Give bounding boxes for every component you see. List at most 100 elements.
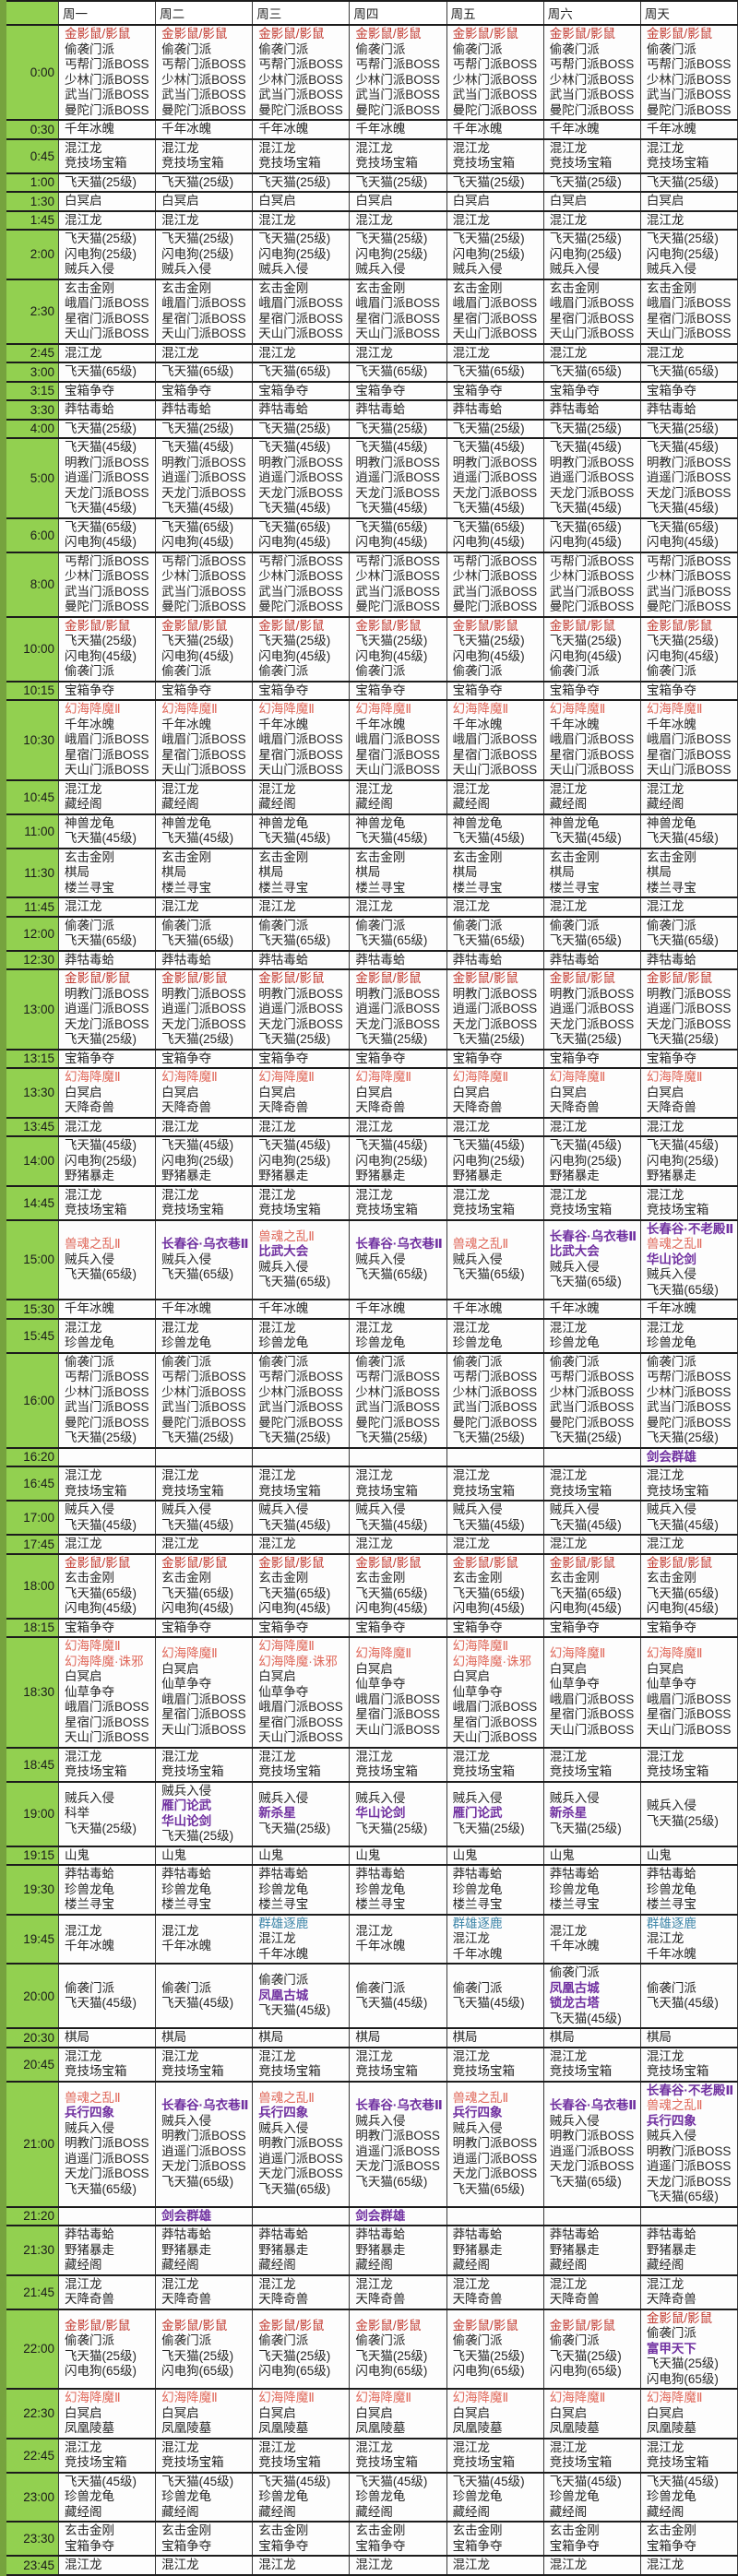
schedule-cell: 混江龙 [446,1117,544,1137]
event-label: 竞技场宝箱 [258,2455,321,2469]
event-label: 天龙门派BOSS [355,2159,440,2173]
event-label: 贼兵入侵 [452,262,503,276]
event-label: 闪电狗(45级) [258,648,331,663]
event-label: 贼兵入侵 [65,1502,114,1516]
schedule-row: 3:15 宝箱争夺 宝箱争夺 宝箱争夺 宝箱争夺 宝箱争夺 宝箱争夺 宝箱争夺 [3,381,738,401]
schedule-cell: 千年冰魄 [58,120,157,140]
event-label: 偷袭门派 [452,42,503,56]
event-label: 竞技场宝箱 [65,1203,127,1217]
event-label: 天山门派BOSS [65,763,149,777]
event-label: 楼兰寻宝 [549,1897,600,1911]
event-label: 闪电狗(25级) [258,1153,331,1168]
schedule-cell: 金影鼠/影鼠 明教门派BOSS 逍遥门派BOSS 天龙门派BOSS 飞天猫(25级) [58,969,157,1051]
schedule-cell: 混江龙 藏经阁 [155,779,254,815]
event-label: 珍兽龙龟 [646,2489,696,2503]
event-label: 野猪暴走 [452,1169,503,1182]
event-label: 闪电狗(65级) [549,2364,622,2379]
event-label: 闪电狗(25级) [355,246,428,261]
event-label: 楼兰寻宝 [355,880,406,895]
event-label: 混江龙 [549,2558,588,2571]
event-label: 天降奇兽 [355,2292,406,2306]
schedule-cell: 宝箱争夺 [58,1618,157,1638]
schedule-cell: 幻海降魔Ⅱ 千年冰魄 峨眉门派BOSS 星宿门派BOSS 天山门派BOSS [58,700,157,781]
event-label: 闪电狗(45级) [452,1601,525,1615]
event-label: 混江龙 [452,1537,491,1550]
event-label: 飞天猫(45级) [65,501,137,515]
time-label: 23:30 [3,2522,59,2557]
event-label: 明教门派BOSS [258,455,343,469]
event-label: 少林门派BOSS [549,569,635,583]
event-label: 武当门派BOSS [355,88,440,101]
event-label: 玄击金刚 [161,849,212,864]
event-label: 兵行四象 [258,2106,309,2120]
event-label: 偷袭门派 [646,1980,696,1995]
schedule-cell: 丐帮门派BOSS 少林门派BOSS 武当门派BOSS 曼陀门派BOSS [252,552,351,618]
event-label: 莽牯毒蛤 [646,402,696,416]
event-label: 贼兵入侵 [355,2113,406,2128]
time-label: 19:30 [3,1865,59,1916]
schedule-cell: 宝箱争夺 [349,681,447,701]
event-label: 凤凰古城 [258,1988,309,2002]
event-label: 明教门派BOSS [646,2143,732,2158]
event-label: 凤凰陵墓 [646,2421,696,2435]
schedule-cell: 混江龙 [58,1535,157,1555]
schedule-cell: 幻海降魔Ⅱ 白冥启 天降奇兽 [446,1068,544,1119]
event-label: 曼陀门派BOSS [549,102,635,117]
time-label: 16:00 [3,1352,59,1449]
event-label: 飞天猫(25级) [258,231,331,245]
event-label: 飞天猫(65级) [549,364,622,378]
event-label: 混江龙 [258,1931,296,1945]
schedule-cell: 混江龙 [349,343,447,363]
schedule-cell: 千年冰魄 [252,120,351,140]
event-label: 剑会群雄 [646,1449,696,1464]
event-label: 飞天猫(25级) [646,1032,719,1046]
schedule-cell: 混江龙 竞技场宝箱 [155,2047,254,2083]
event-label: 竞技场宝箱 [549,1483,613,1498]
event-label: 藏经阁 [258,2258,296,2272]
schedule-cell: 宝箱争夺 [252,681,351,701]
schedule-cell: 飞天猫(25级) [252,419,351,439]
event-label: 千年冰魄 [549,717,600,731]
event-label: 混江龙 [646,2439,684,2454]
event-label: 飞天猫(65级) [646,364,719,378]
schedule-cell: 混江龙 竞技场宝箱 [349,1185,447,1221]
event-label: 千年冰魄 [355,717,406,731]
schedule-row: 18:30 幻海降魔Ⅱ 幻海降魔·诛邪 白冥启 仙草争夺 峨眉门派BOSS 星宿门派BOSS… [3,1637,738,1749]
schedule-cell: 偷袭门派 飞天猫(45级) [349,1964,447,2029]
event-label: 贼兵入侵 [452,1502,503,1516]
schedule-cell: 飞天猫(45级) 珍兽龙龟 藏经阁 [446,2472,544,2523]
event-label: 飞天猫(25级) [65,1430,137,1444]
event-label: 混江龙 [355,2048,393,2063]
event-label: 长春谷·乌衣巷Ⅱ [355,1237,443,1251]
schedule-row: 19:45 混江龙 千年冰魄 混江龙 千年冰魄 群雄逐鹿 混江龙 千年冰魄 混江龙 千年冰魄 群雄逐… [3,1914,738,1965]
schedule-row: 10:15 宝箱争夺 宝箱争夺 宝箱争夺 宝箱争夺 宝箱争夺 宝箱争夺 宝箱争夺 [3,681,738,701]
event-label: 混江龙 [549,2048,588,2063]
schedule-cell: 莽牯毒蛤 [446,400,544,421]
event-label: 千年冰魄 [355,1939,406,1953]
event-label: 飞天猫(65级) [258,2181,331,2196]
schedule-cell: 莽牯毒蛤 [543,950,641,970]
schedule-cell: 混江龙 [543,2556,641,2576]
event-label: 竞技场宝箱 [258,1764,321,1778]
event-label: 偷袭门派 [452,1354,503,1369]
schedule-cell: 混江龙 竞技场宝箱 [543,1185,641,1221]
event-label: 逍遥门派BOSS [161,1002,246,1015]
event-label: 曼陀门派BOSS [161,1415,246,1430]
event-label: 幻海降魔Ⅱ [258,702,315,716]
event-label: 偷袭门派 [258,918,309,932]
event-label: 天山门派BOSS [549,1722,635,1737]
schedule-cell: 莽牯毒蛤 珍兽龙龟 楼兰寻宝 [155,1865,254,1916]
event-label: 飞天猫(45级) [258,831,331,845]
event-label: 竞技场宝箱 [355,1483,418,1498]
schedule-cell: 宝箱争夺 [640,381,738,401]
event-label: 少林门派BOSS [65,1384,149,1399]
event-label: 新杀星 [549,1806,588,1821]
event-label: 兵行四象 [65,2106,114,2120]
event-label: 珍兽龙龟 [258,1335,309,1349]
event-label: 竞技场宝箱 [549,156,613,170]
event-label: 天龙门派BOSS [355,485,440,500]
event-label: 偷袭门派 [355,664,406,678]
schedule-cell: 金影鼠/影鼠 飞天猫(25级) 闪电狗(45级) 偷袭门派 [58,616,157,683]
event-label: 丐帮门派BOSS [355,57,440,71]
event-label: 少林门派BOSS [646,569,732,583]
